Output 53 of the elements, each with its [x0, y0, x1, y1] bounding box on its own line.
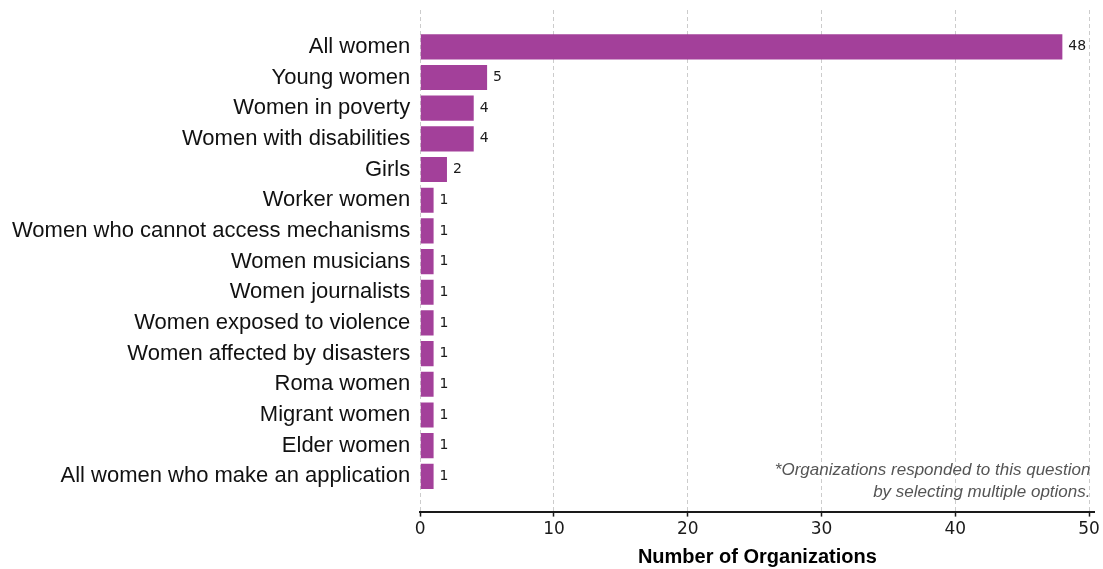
data-label: 1 [439, 374, 449, 391]
bar [420, 187, 434, 213]
data-label: 1 [439, 344, 449, 361]
x-tick-label: 30 [810, 518, 833, 539]
bar [420, 34, 1063, 60]
data-label: 4 [479, 98, 489, 115]
data-label: 1 [439, 466, 449, 483]
bar [420, 218, 434, 244]
y-tick-label: All women [308, 32, 411, 58]
bar [420, 433, 434, 459]
y-tick-label: Women with disabilities [181, 124, 411, 150]
bar [420, 156, 447, 183]
y-tick-label: Roma women [274, 370, 411, 396]
y-tick-label: Girls [364, 155, 411, 181]
data-label: 1 [439, 282, 449, 299]
y-tick-label: Young women [271, 63, 411, 89]
y-tick-label: All women who make an application [60, 462, 411, 488]
data-label: 4 [479, 129, 489, 146]
bar [420, 341, 434, 367]
y-tick-label: Elder women [281, 431, 411, 457]
annotation: *Organizations responded to this question by selecting multiple options. [774, 459, 1091, 501]
bar [420, 95, 474, 121]
bar [420, 248, 434, 275]
data-label: 48 [1068, 37, 1087, 54]
y-tick-label: Women journalists [229, 278, 411, 304]
x-tick-label: 0 [414, 518, 426, 539]
y-tick-label: Women who cannot access mechanisms [11, 216, 411, 242]
bar [420, 463, 434, 489]
bar [420, 402, 434, 428]
x-axis-title: Number of Organizations [637, 544, 877, 567]
x-tick-label: 10 [543, 518, 565, 539]
x-tick-label: 40 [944, 518, 967, 539]
y-tick-label: Migrant women [259, 401, 411, 427]
y-tick-label: Worker women [262, 186, 411, 212]
data-label: 1 [439, 405, 449, 422]
y-tick-label: Women exposed to violence [134, 308, 411, 334]
bar [420, 126, 474, 152]
bar [420, 279, 434, 305]
y-tick-label: Women in poverty [233, 94, 411, 120]
bar [420, 310, 434, 336]
y-tick-label: Women affected by disasters [127, 339, 411, 365]
bar [420, 64, 488, 91]
data-label: 1 [439, 221, 449, 238]
data-label: 5 [493, 68, 503, 85]
data-label: 1 [439, 252, 449, 269]
x-tick-label: 50 [1078, 518, 1100, 539]
data-label: 2 [452, 160, 462, 177]
bar [420, 371, 434, 397]
x-tick-label: 20 [676, 518, 699, 539]
data-label: 1 [439, 190, 449, 207]
data-label: 1 [439, 313, 449, 330]
y-tick-label: Women musicians [230, 247, 411, 273]
data-label: 1 [439, 436, 449, 453]
